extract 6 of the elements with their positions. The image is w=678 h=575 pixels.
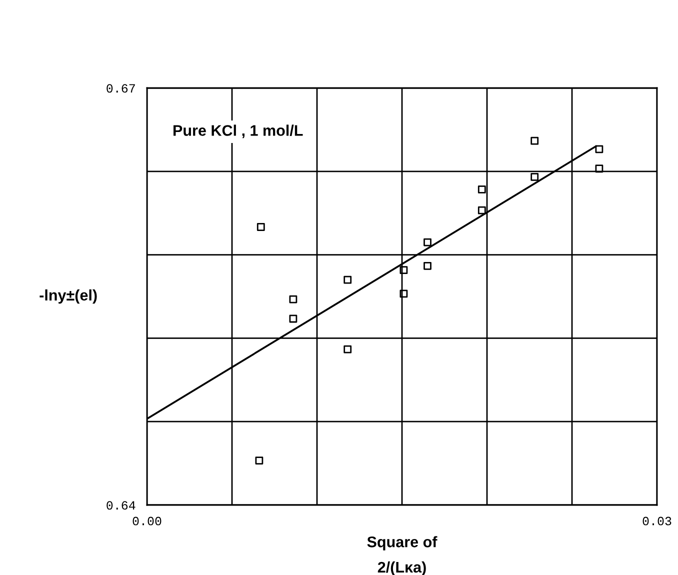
annotation: Pure KCl , 1 mol/L: [174, 124, 303, 138]
x-tick-label: 0.03: [642, 516, 672, 526]
y-axis-title: -lny±(el): [40, 289, 97, 304]
y-tick-label: 0.67: [106, 84, 135, 93]
y-tick-label: 0.64: [106, 501, 136, 510]
x-tick-label: 0.00: [132, 516, 162, 526]
